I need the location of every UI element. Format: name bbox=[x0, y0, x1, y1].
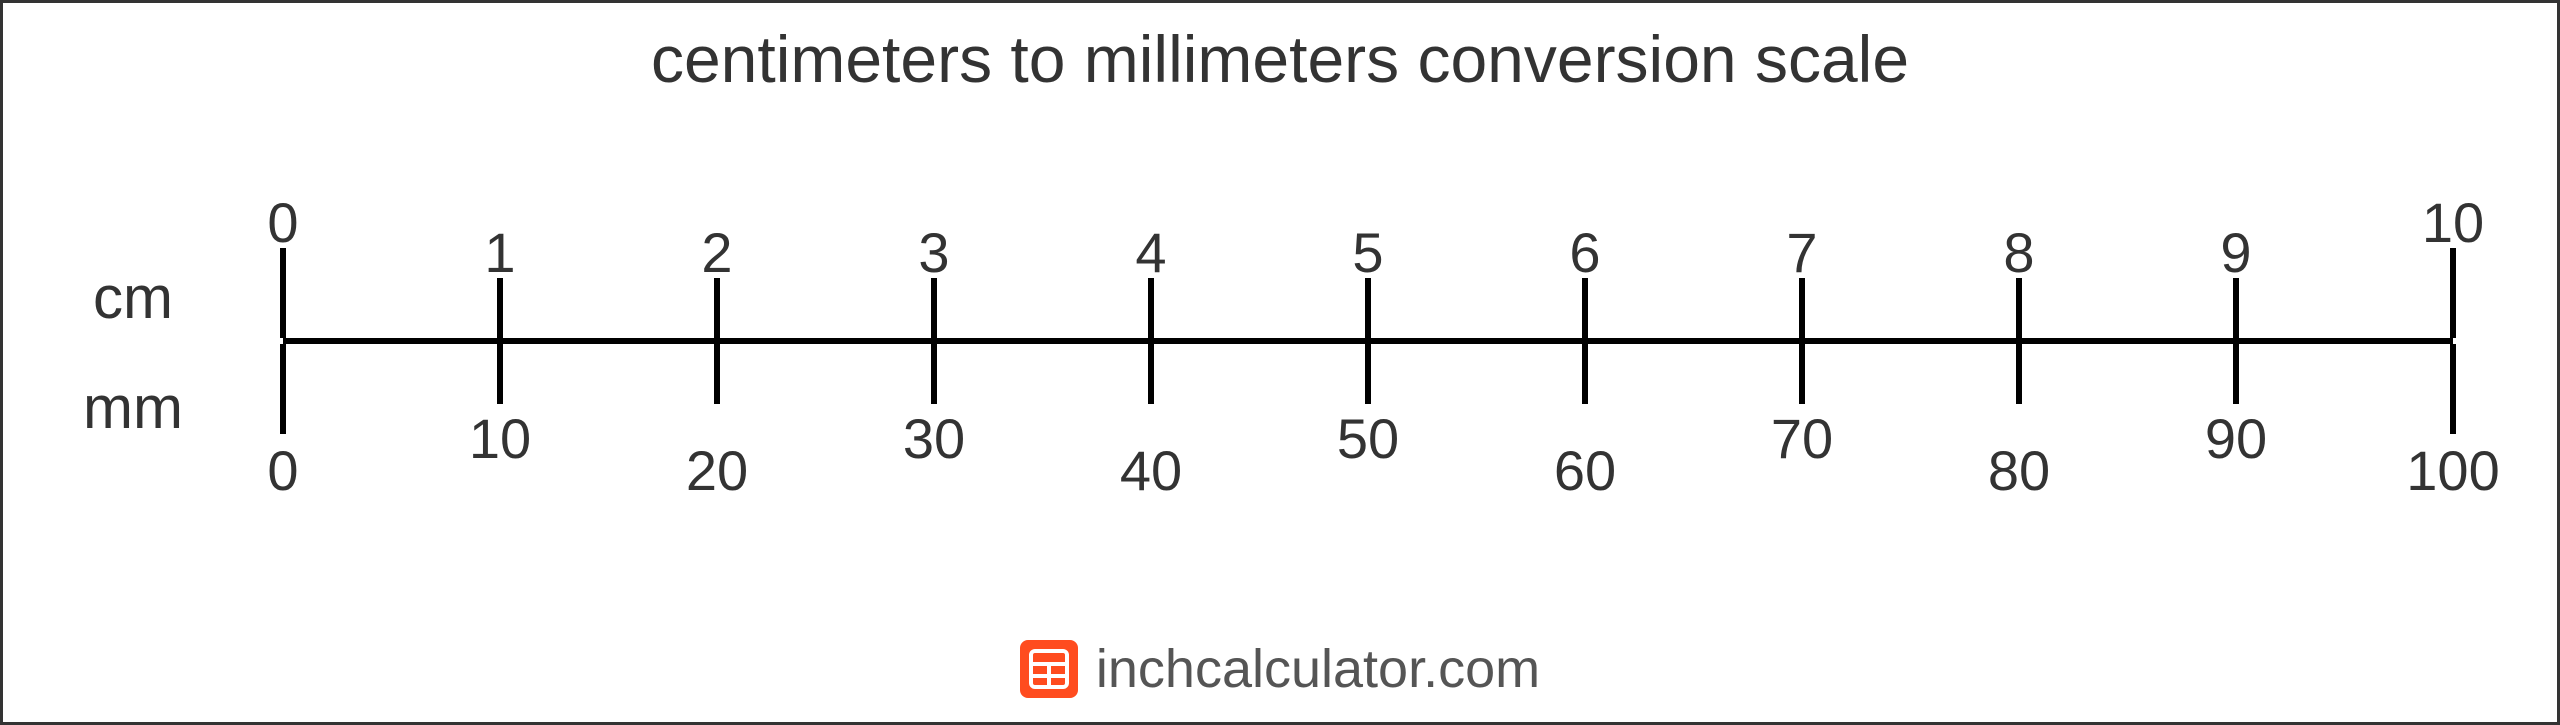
axis: 0 0 1 10 2 20 3 30 4 40 5 50 6 60 7 70 8 80 9 90 10 100 bbox=[3, 178, 2557, 548]
tick-label-mm: 100 bbox=[2406, 438, 2499, 503]
tick-label-mm: 70 bbox=[1771, 406, 1833, 471]
tick-mm bbox=[1365, 344, 1371, 404]
tick-mm bbox=[714, 344, 720, 404]
tick-label-cm: 4 bbox=[1135, 220, 1166, 285]
tick-cm bbox=[1799, 278, 1805, 338]
tick-mm bbox=[280, 344, 286, 434]
tick-label-cm: 6 bbox=[1569, 220, 1600, 285]
tick-cm bbox=[280, 248, 286, 338]
tick-cm bbox=[2450, 248, 2456, 338]
tick-label-cm: 10 bbox=[2422, 190, 2484, 255]
tick-cm bbox=[714, 278, 720, 338]
tick-label-cm: 3 bbox=[918, 220, 949, 285]
tick-label-cm: 0 bbox=[267, 190, 298, 255]
tick-label-cm: 1 bbox=[484, 220, 515, 285]
tick-label-cm: 9 bbox=[2220, 220, 2251, 285]
tick-label-mm: 40 bbox=[1120, 438, 1182, 503]
tick-mm bbox=[1148, 344, 1154, 404]
tick-mm bbox=[497, 344, 503, 404]
tick-label-mm: 10 bbox=[469, 406, 531, 471]
tick-label-cm: 5 bbox=[1352, 220, 1383, 285]
tick-cm bbox=[1582, 278, 1588, 338]
scale-area: cm mm 0011022033044055066077088099010100 bbox=[3, 178, 2557, 548]
tick-mm bbox=[1582, 344, 1588, 404]
tick-mm bbox=[2233, 344, 2239, 404]
tick-label-mm: 20 bbox=[686, 438, 748, 503]
tick-label-mm: 80 bbox=[1988, 438, 2050, 503]
tick-mm bbox=[931, 344, 937, 404]
tick-mm bbox=[2450, 344, 2456, 434]
tick-label-mm: 30 bbox=[903, 406, 965, 471]
tick-cm bbox=[1365, 278, 1371, 338]
tick-label-mm: 90 bbox=[2205, 406, 2267, 471]
diagram-title: centimeters to millimeters conversion sc… bbox=[3, 21, 2557, 97]
tick-cm bbox=[2016, 278, 2022, 338]
tick-cm bbox=[2233, 278, 2239, 338]
tick-cm bbox=[931, 278, 937, 338]
footer-text: inchcalculator.com bbox=[1096, 638, 1540, 700]
tick-mm bbox=[1799, 344, 1805, 404]
tick-cm bbox=[1148, 278, 1154, 338]
tick-cm bbox=[497, 278, 503, 338]
tick-label-cm: 8 bbox=[2003, 220, 2034, 285]
footer: inchcalculator.com bbox=[3, 638, 2557, 702]
calculator-icon bbox=[1020, 640, 1078, 698]
tick-label-cm: 2 bbox=[701, 220, 732, 285]
tick-label-mm: 60 bbox=[1554, 438, 1616, 503]
tick-label-cm: 7 bbox=[1786, 220, 1817, 285]
tick-mm bbox=[2016, 344, 2022, 404]
tick-label-mm: 50 bbox=[1337, 406, 1399, 471]
tick-label-mm: 0 bbox=[267, 438, 298, 503]
diagram-frame: centimeters to millimeters conversion sc… bbox=[0, 0, 2560, 725]
